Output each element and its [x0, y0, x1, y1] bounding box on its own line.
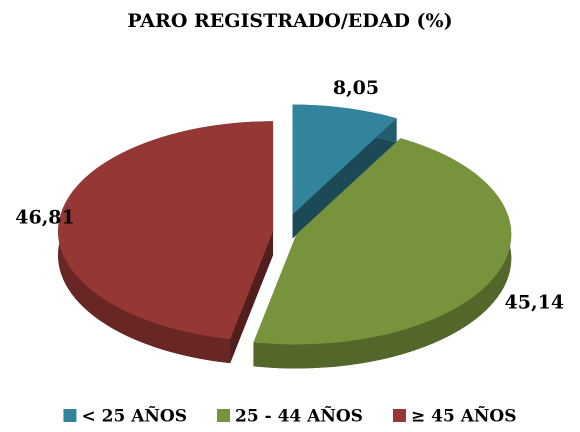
legend-label: ≥ 45 AÑOS [411, 405, 517, 427]
data-label: 8,05 [333, 77, 379, 99]
data-label: 46,81 [15, 206, 75, 228]
slice-side [253, 138, 512, 369]
slice [58, 121, 274, 340]
legend-swatch [63, 409, 77, 422]
chart-title: PARO REGISTRADO/EDAD (%) [127, 10, 452, 32]
slice [292, 104, 397, 215]
legend-label: < 25 AÑOS [81, 405, 187, 427]
legend-swatch [217, 409, 231, 422]
slice-tops [58, 104, 512, 345]
data-label: 45,14 [505, 291, 565, 313]
legend-label: 25 - 44 AÑOS [235, 405, 363, 427]
slice [253, 138, 512, 345]
legend-swatch [392, 409, 406, 422]
